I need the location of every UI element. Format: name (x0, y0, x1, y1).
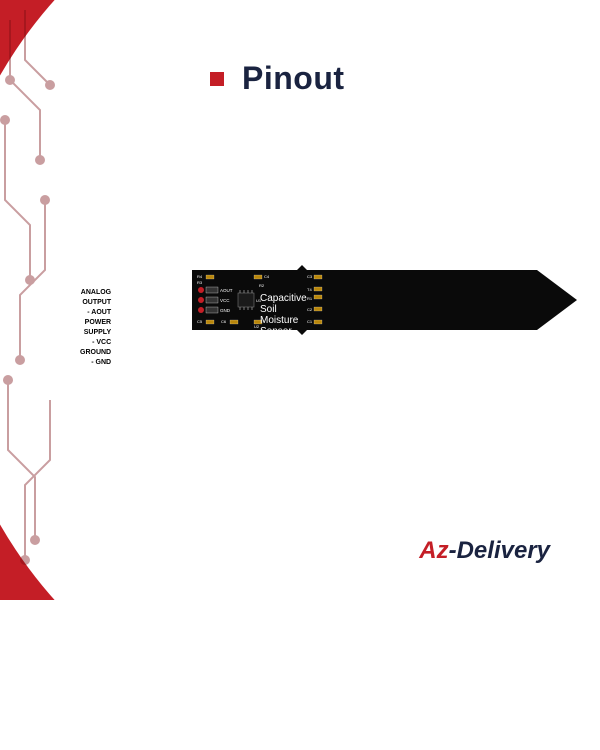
pin-label-aout: ANALOG OUTPUT - AOUT (80, 288, 111, 318)
sensor-label: Capacitive Soil Moisture Sensor v1.2 (260, 293, 307, 348)
pin-label-vcc: POWER SUPPLY - VCC (80, 318, 111, 348)
ref-r3: R3 (197, 280, 203, 285)
ref-c4: C4 (264, 274, 270, 279)
ref-c3: C3 (307, 274, 313, 279)
ref-u2: U2 (254, 324, 260, 329)
title-bullet-icon (210, 72, 224, 86)
pin-label-gnd: GROUND - GND (80, 348, 111, 368)
page-title: Pinout (242, 60, 345, 97)
brand-logo: Az-Delivery (419, 537, 550, 565)
ref-r2: R2 (259, 283, 265, 288)
title-row: Pinout (210, 60, 345, 97)
pcb-pin-vcc: VCC (220, 298, 230, 303)
ref-c5: C5 (197, 319, 203, 324)
ref-c2: C2 (307, 307, 313, 312)
ref-c6: C6 (221, 319, 227, 324)
sensor-pcb: AOUT VCC GND (192, 265, 577, 335)
ref-t4: T4 (307, 287, 312, 292)
ref-r4: R4 (197, 274, 203, 279)
pcb-pin-aout: AOUT (220, 288, 233, 293)
pcb-pin-gnd: GND (220, 308, 231, 313)
logo-right: -Delivery (449, 537, 550, 564)
pin-labels: ANALOG OUTPUT - AOUT POWER SUPPLY - VCC … (80, 288, 111, 368)
ref-c1: C1 (307, 319, 313, 324)
ref-r1: R1 (307, 296, 313, 301)
logo-left: Az (419, 537, 448, 564)
